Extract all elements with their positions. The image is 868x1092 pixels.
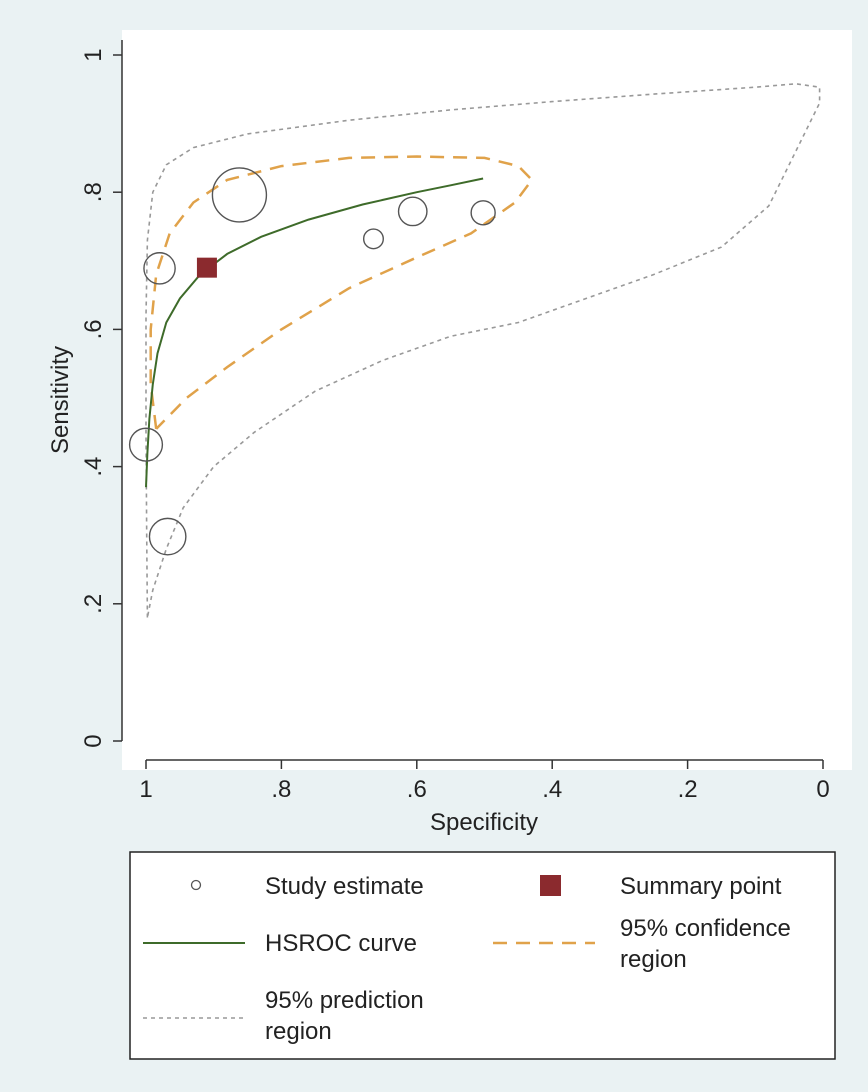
study-estimate-point	[128, 427, 164, 462]
y-ticks: 0 .2 .4 .6 .8 1	[80, 48, 122, 748]
summary-point	[196, 257, 217, 278]
legend-summary-marker	[540, 875, 561, 896]
legend-confidence-label-line1: 95% confidence	[620, 915, 791, 942]
plot-background	[122, 30, 852, 770]
legend-prediction-label-line2: region	[265, 1018, 332, 1045]
study-estimate-point	[470, 200, 496, 226]
legend: Study estimate Summary point HSROC curve…	[129, 851, 836, 1060]
study-estimate-point	[211, 167, 268, 223]
y-tick-label: 1	[80, 48, 107, 61]
study-estimates-layer	[128, 167, 496, 556]
x-tick-label: .2	[678, 776, 698, 803]
confidence-region-layer	[149, 155, 534, 430]
x-tick-label: .6	[407, 776, 427, 803]
x-ticks: 1 .8 .6 .4 .2 0	[139, 760, 830, 803]
y-tick-label: .4	[80, 457, 107, 477]
study-estimate-point	[362, 228, 384, 250]
x-tick-label: 0	[816, 776, 829, 803]
axes	[121, 40, 823, 761]
legend-study-label: Study estimate	[265, 873, 424, 900]
legend-hsroc-label: HSROC curve	[265, 930, 417, 957]
legend-summary-label: Summary point	[620, 873, 782, 900]
legend-study-marker	[190, 879, 202, 891]
legend-confidence-label-line2: region	[620, 946, 687, 973]
x-tick-label: 1	[139, 776, 152, 803]
study-estimate-point	[143, 252, 176, 285]
y-axis-title: Sensitivity	[47, 346, 74, 454]
x-tick-label: .8	[271, 776, 291, 803]
study-estimate-point	[397, 196, 428, 227]
y-tick-label: .6	[80, 319, 107, 339]
confidence-region	[149, 155, 534, 430]
x-axis-title: Specificity	[430, 809, 538, 836]
y-tick-label: 0	[80, 734, 107, 747]
legend-prediction-label-line1: 95% prediction	[265, 987, 424, 1014]
summary-point-layer	[196, 257, 217, 278]
legend-box	[129, 851, 836, 1060]
y-tick-label: .8	[80, 182, 107, 202]
y-tick-label: .2	[80, 594, 107, 614]
x-tick-label: .4	[542, 776, 562, 803]
study-estimate-point	[148, 517, 187, 556]
